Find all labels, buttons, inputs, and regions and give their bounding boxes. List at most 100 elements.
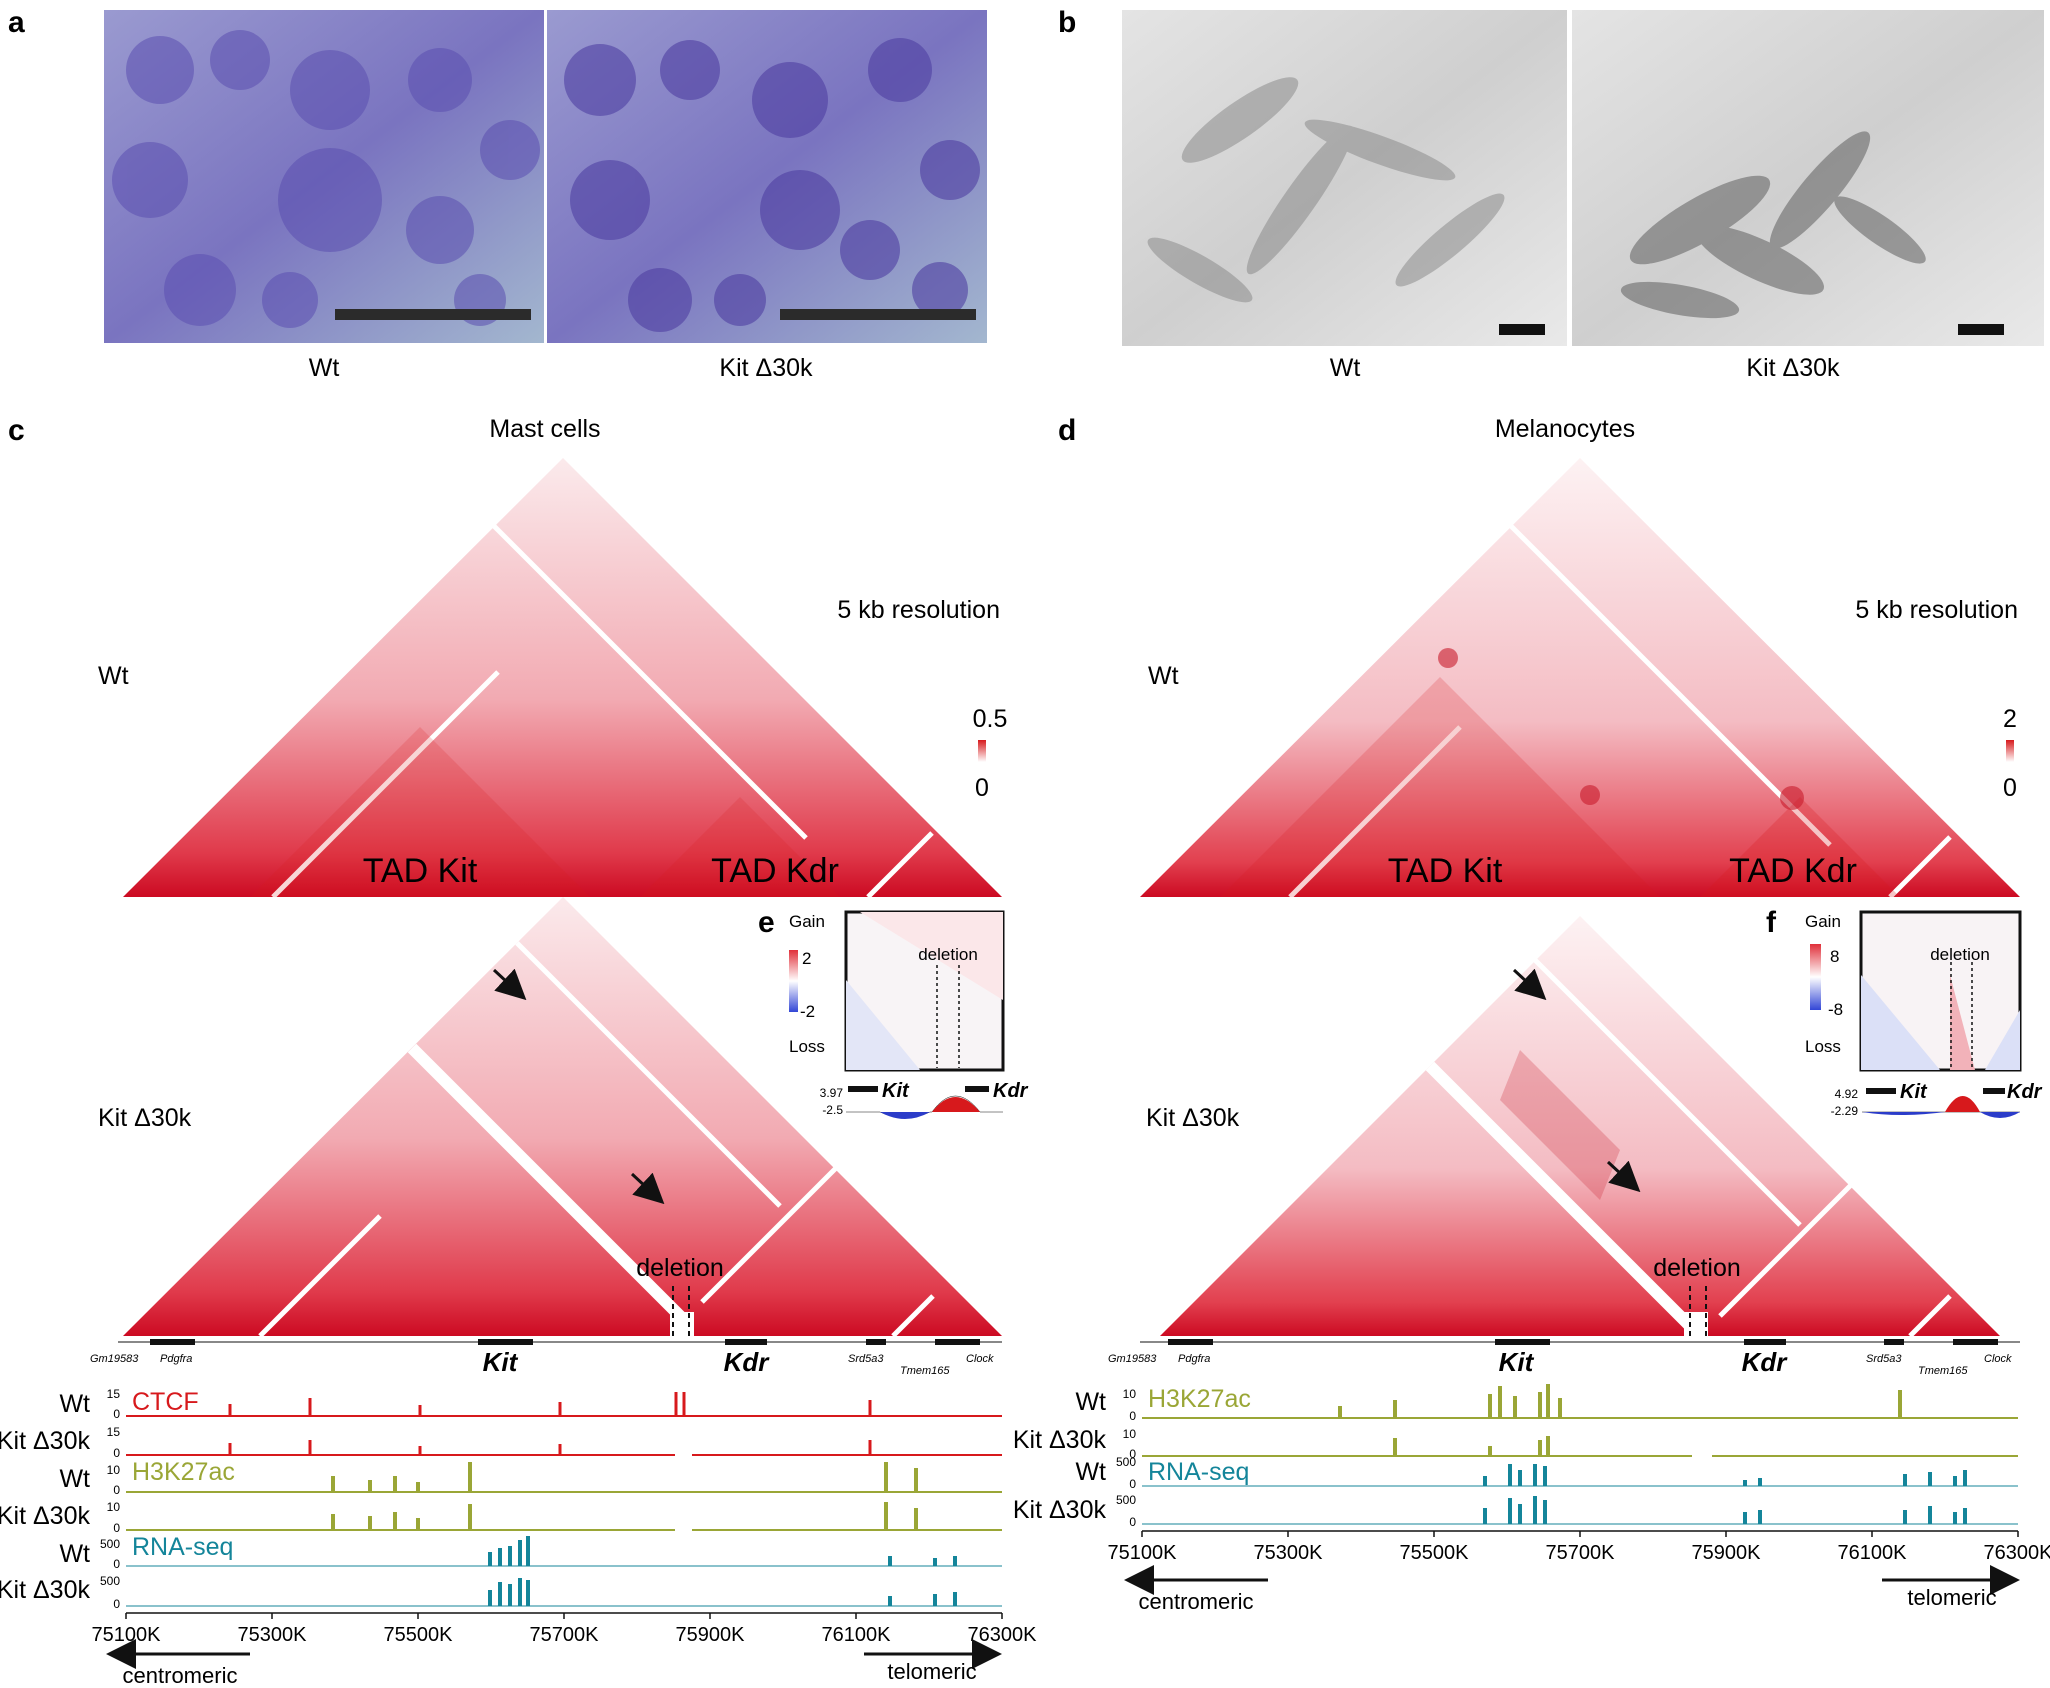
- svg-text:0: 0: [1129, 1477, 1136, 1491]
- panel-c-gene-srd: Srd5a3: [848, 1353, 884, 1365]
- svg-text:0: 0: [1129, 1409, 1136, 1423]
- svg-text:10: 10: [107, 1463, 121, 1477]
- svg-text:0: 0: [113, 1597, 120, 1611]
- svg-text:10: 10: [107, 1500, 121, 1514]
- panel-c-axis: [125, 1612, 1003, 1619]
- panel-c-ctcf-wt: Wt: [59, 1390, 90, 1418]
- panel-e-min: -2: [800, 1002, 815, 1021]
- panel-d-gene-gm: Gm19583: [1108, 1353, 1157, 1365]
- panel-c-row-wt: Wt: [98, 662, 129, 690]
- panel-d-colorbar: [2006, 740, 2014, 762]
- panel-d-h3-wt: Wt: [1075, 1388, 1106, 1416]
- panel-d-h3-kit: Kit Δ30k: [1013, 1426, 1107, 1454]
- panel-e-deletion: deletion: [918, 945, 978, 964]
- svg-text:500: 500: [1116, 1493, 1136, 1507]
- svg-text:75500K: 75500K: [1400, 1542, 1470, 1564]
- panel-e-gain: Gain: [789, 912, 825, 931]
- panel-d-tracks: [1142, 1384, 2018, 1525]
- panel-d-row-wt: Wt: [1148, 662, 1179, 690]
- panel-e-max: 2: [802, 949, 811, 968]
- panel-f-gene-kit: Kit: [1900, 1081, 1928, 1103]
- svg-text:500: 500: [100, 1537, 120, 1551]
- panel-f-track-min: -2.29: [1831, 1104, 1859, 1118]
- svg-text:0: 0: [1129, 1447, 1136, 1461]
- hic-map-d-wt: [1140, 458, 2020, 899]
- panel-d-row-kit: Kit Δ30k: [1146, 1104, 1240, 1132]
- panel-c-gene-kit: Kit: [483, 1347, 519, 1377]
- svg-text:500: 500: [100, 1574, 120, 1588]
- micrograph-a-wt: [104, 10, 544, 343]
- panel-c-rna-wt: Wt: [59, 1540, 90, 1568]
- svg-text:10: 10: [1123, 1427, 1137, 1441]
- panel-c-gene-kdr: Kdr: [724, 1347, 771, 1377]
- panel-d-telomeric: telomeric: [1907, 1585, 1996, 1610]
- panel-d-gene-kdr: Kdr: [1742, 1347, 1789, 1377]
- svg-text:0: 0: [113, 1557, 120, 1571]
- panel-c-arrow-2: [630, 1172, 665, 1205]
- hic-map-d-kit: [1160, 916, 2000, 1338]
- panel-f-min: -8: [1828, 1000, 1843, 1019]
- svg-text:15: 15: [107, 1425, 121, 1439]
- panel-c-gene-track: [118, 1339, 1002, 1345]
- panel-c-tracks: [126, 1392, 1002, 1607]
- panel-b-caption-wt: Wt: [1330, 354, 1361, 382]
- panel-d-gene-track: [1140, 1339, 2020, 1345]
- panel-d-tad-kdr: TAD Kdr: [1729, 852, 1857, 890]
- panel-c-centromeric: centromeric: [123, 1663, 238, 1688]
- panel-label-e: e: [758, 906, 775, 939]
- panel-e-loss: Loss: [789, 1037, 825, 1056]
- panel-e-kit-gene-model: [848, 1086, 878, 1092]
- panel-e-diffmap: [844, 910, 1005, 1072]
- panel-c-h3-kit: Kit Δ30k: [0, 1502, 90, 1530]
- panel-d-rna-kit: Kit Δ30k: [1013, 1496, 1107, 1524]
- panel-c-tad-kdr: TAD Kdr: [711, 852, 839, 890]
- svg-text:0: 0: [113, 1521, 120, 1535]
- panel-c-scale-min: 0: [975, 774, 989, 802]
- panel-label-f: f: [1766, 906, 1777, 939]
- panel-e-track-min: -2.5: [822, 1103, 843, 1117]
- panel-e-track-max: 3.97: [820, 1086, 844, 1100]
- panel-c-rnaseq-label: RNA-seq: [132, 1533, 233, 1561]
- panel-c-h3-wt: Wt: [59, 1465, 90, 1493]
- panel-c-arrow-1: [492, 968, 527, 1001]
- panel-f-gain-track: [1945, 1096, 1980, 1112]
- panel-d-gene-kit: Kit: [1499, 1347, 1535, 1377]
- panel-c-title: Mast cells: [489, 415, 600, 443]
- panel-d-arrow-1: [1512, 968, 1547, 1001]
- panel-d-arrow-2: [1606, 1160, 1641, 1193]
- panel-c-scale-max: 0.5: [973, 705, 1008, 733]
- panel-f-diffmap: [1859, 910, 2022, 1072]
- panel-c-gene-gm: Gm19583: [90, 1353, 139, 1365]
- panel-d-title: Melanocytes: [1495, 415, 1635, 443]
- panel-d-deletion: deletion: [1653, 1254, 1741, 1282]
- svg-text:500: 500: [1116, 1455, 1136, 1469]
- panel-f-gain: Gain: [1805, 912, 1841, 931]
- svg-text:75300K: 75300K: [238, 1624, 308, 1646]
- svg-text:0: 0: [113, 1483, 120, 1497]
- svg-text:75100K: 75100K: [1108, 1542, 1178, 1564]
- svg-text:10: 10: [1123, 1387, 1137, 1401]
- panel-d-gene-srd: Srd5a3: [1866, 1353, 1902, 1365]
- panel-d-scale-min: 0: [2003, 774, 2017, 802]
- panel-d-tad-kit: TAD Kit: [1388, 852, 1503, 890]
- svg-text:0: 0: [113, 1446, 120, 1460]
- panel-c-colorbar: [978, 740, 986, 762]
- svg-text:75300K: 75300K: [1254, 1542, 1324, 1564]
- panel-a-caption-kit: Kit Δ30k: [719, 354, 813, 382]
- panel-c-gene-tmem: Tmem165: [900, 1365, 950, 1377]
- panel-c-ctcf-kit: Kit Δ30k: [0, 1427, 90, 1455]
- panel-c-rna-kit: Kit Δ30k: [0, 1576, 90, 1604]
- svg-text:0: 0: [1129, 1515, 1136, 1529]
- panel-c-axis-ticks: 75100K 75300K 75500K 75700K 75900K 76100K 7…: [92, 1624, 1038, 1646]
- panel-d-gene-pdgfra: Pdgfra: [1178, 1353, 1210, 1365]
- svg-text:76300K: 76300K: [968, 1624, 1038, 1646]
- panel-f-colorbar: [1810, 944, 1821, 1010]
- panel-c-row-kit: Kit Δ30k: [98, 1104, 192, 1132]
- panel-label-a: a: [8, 6, 25, 39]
- panel-f-loss-track-2: [1980, 1112, 2020, 1118]
- svg-text:75100K: 75100K: [92, 1624, 162, 1646]
- micrograph-b-wt: [1122, 10, 1567, 346]
- svg-text:75900K: 75900K: [1692, 1542, 1762, 1564]
- panel-c-gene-clock: Clock: [966, 1353, 994, 1365]
